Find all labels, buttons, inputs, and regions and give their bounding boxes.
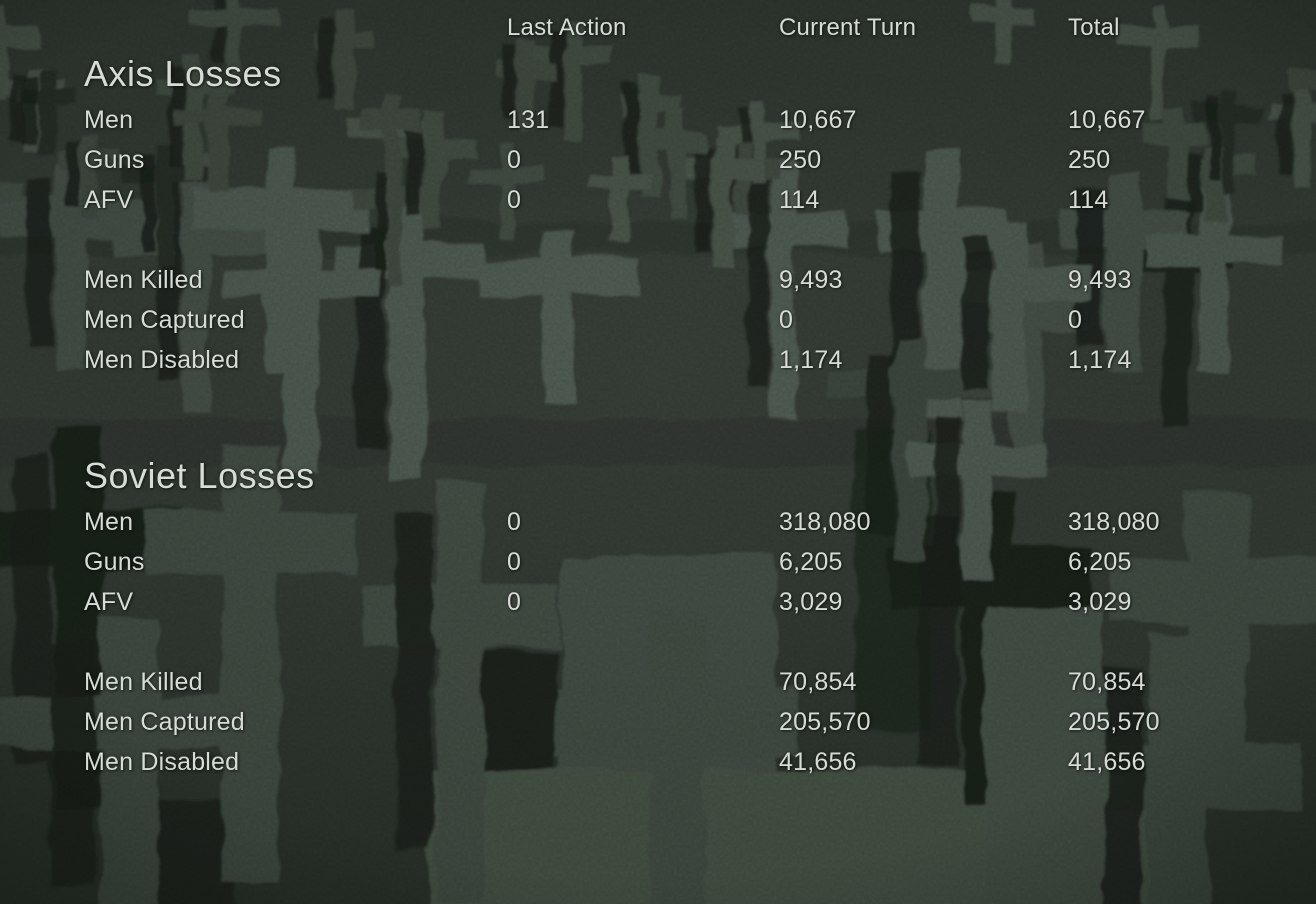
total-value: 3,029 bbox=[1068, 588, 1132, 616]
row-label: Men Captured bbox=[84, 306, 245, 334]
last-action-value: 0 bbox=[507, 186, 522, 214]
soviet-losses-section-header: Soviet Losses bbox=[84, 450, 1284, 502]
last-action-value: 0 bbox=[507, 508, 522, 536]
table-row-axis-guns: Guns 0 250 250 bbox=[84, 140, 1284, 180]
row-label: AFV bbox=[84, 186, 134, 214]
current-turn-value: 0 bbox=[779, 306, 794, 334]
table-row-axis-men: Men 131 10,667 10,667 bbox=[84, 100, 1284, 140]
losses-table: Last Action Current Turn Total Axis Loss… bbox=[84, 8, 1284, 782]
row-label: AFV bbox=[84, 588, 134, 616]
current-turn-value: 114 bbox=[779, 186, 820, 214]
current-turn-value: 6,205 bbox=[779, 548, 843, 576]
last-action-value: 0 bbox=[507, 548, 522, 576]
row-label: Men bbox=[84, 106, 134, 134]
last-action-value: 0 bbox=[507, 588, 522, 616]
row-spacer bbox=[84, 622, 1284, 662]
total-value: 1,174 bbox=[1068, 346, 1132, 374]
table-row-axis-men-killed: Men Killed 9,493 9,493 bbox=[84, 260, 1284, 300]
table-row-soviet-men-killed: Men Killed 70,854 70,854 bbox=[84, 662, 1284, 702]
section-title: Axis Losses bbox=[84, 53, 282, 94]
section-title: Soviet Losses bbox=[84, 455, 315, 496]
section-spacer bbox=[84, 380, 1284, 450]
table-row-soviet-men-disabled: Men Disabled 41,656 41,656 bbox=[84, 742, 1284, 782]
total-value: 0 bbox=[1068, 306, 1083, 334]
table-row-axis-men-captured: Men Captured 0 0 bbox=[84, 300, 1284, 340]
total-value: 250 bbox=[1068, 146, 1111, 174]
total-value: 9,493 bbox=[1068, 266, 1132, 294]
total-value: 10,667 bbox=[1068, 106, 1146, 134]
last-action-value: 0 bbox=[507, 146, 522, 174]
row-label: Men bbox=[84, 508, 134, 536]
row-label: Guns bbox=[84, 548, 145, 576]
current-turn-value: 205,570 bbox=[779, 708, 871, 736]
axis-losses-section-header: Axis Losses bbox=[84, 48, 1284, 100]
current-turn-value: 1,174 bbox=[779, 346, 843, 374]
total-value: 41,656 bbox=[1068, 748, 1146, 776]
row-label: Men Captured bbox=[84, 708, 245, 736]
table-row-soviet-men: Men 0 318,080 318,080 bbox=[84, 502, 1284, 542]
current-turn-value: 9,493 bbox=[779, 266, 843, 294]
total-value: 205,570 bbox=[1068, 708, 1160, 736]
table-row-soviet-afv: AFV 0 3,029 3,029 bbox=[84, 582, 1284, 622]
table-row-soviet-men-captured: Men Captured 205,570 205,570 bbox=[84, 702, 1284, 742]
row-label: Men Killed bbox=[84, 266, 203, 294]
table-row-axis-men-disabled: Men Disabled 1,174 1,174 bbox=[84, 340, 1284, 380]
row-label: Guns bbox=[84, 146, 145, 174]
row-spacer bbox=[84, 220, 1284, 260]
current-turn-value: 70,854 bbox=[779, 668, 857, 696]
column-header-last-action: Last Action bbox=[507, 14, 627, 41]
total-value: 318,080 bbox=[1068, 508, 1160, 536]
current-turn-value: 318,080 bbox=[779, 508, 871, 536]
column-header-row: Last Action Current Turn Total bbox=[84, 8, 1284, 48]
column-header-current-turn: Current Turn bbox=[779, 14, 917, 41]
current-turn-value: 10,667 bbox=[779, 106, 857, 134]
total-value: 6,205 bbox=[1068, 548, 1132, 576]
current-turn-value: 250 bbox=[779, 146, 822, 174]
column-header-total: Total bbox=[1068, 14, 1120, 41]
table-row-soviet-guns: Guns 0 6,205 6,205 bbox=[84, 542, 1284, 582]
row-label: Men Disabled bbox=[84, 748, 240, 776]
row-label: Men Killed bbox=[84, 668, 203, 696]
total-value: 114 bbox=[1068, 186, 1109, 214]
table-row-axis-afv: AFV 0 114 114 bbox=[84, 180, 1284, 220]
last-action-value: 131 bbox=[507, 106, 550, 134]
row-label: Men Disabled bbox=[84, 346, 240, 374]
current-turn-value: 41,656 bbox=[779, 748, 857, 776]
total-value: 70,854 bbox=[1068, 668, 1146, 696]
current-turn-value: 3,029 bbox=[779, 588, 843, 616]
